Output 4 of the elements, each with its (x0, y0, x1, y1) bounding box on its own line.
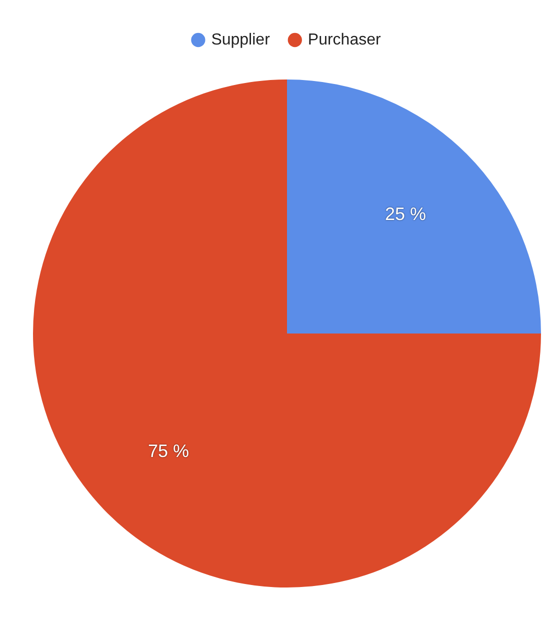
data-label: 75 % (148, 441, 189, 462)
legend-label: Purchaser (308, 31, 382, 48)
legend-label: Supplier (211, 31, 271, 48)
data-label: 25 % (385, 204, 426, 224)
